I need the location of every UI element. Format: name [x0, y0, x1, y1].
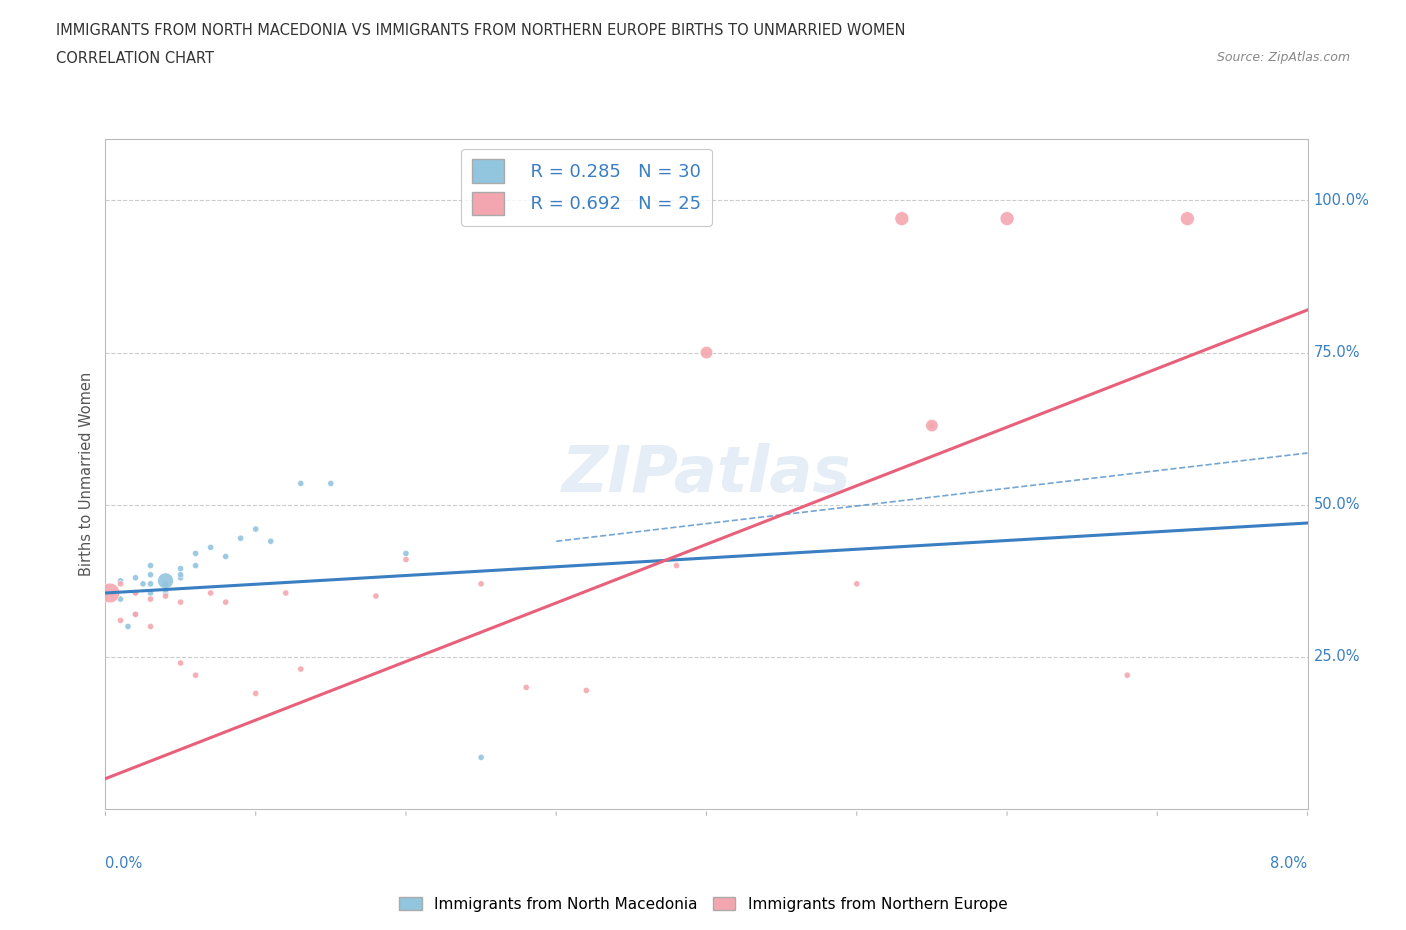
Point	[110, 591, 132, 606]
Y-axis label: Births to Unmarried Women: Births to Unmarried Women	[79, 372, 94, 577]
Point	[575, 683, 598, 698]
Point	[290, 476, 312, 491]
Point	[200, 540, 222, 555]
Point	[290, 661, 312, 676]
Point	[1175, 211, 1198, 226]
Point	[110, 577, 132, 591]
Point	[155, 589, 177, 604]
Point	[214, 594, 236, 609]
Point	[155, 577, 177, 591]
Point	[139, 591, 162, 606]
Text: 100.0%: 100.0%	[1313, 193, 1369, 208]
Text: 75.0%: 75.0%	[1313, 345, 1360, 360]
Point	[155, 574, 177, 589]
Text: Source: ZipAtlas.com: Source: ZipAtlas.com	[1216, 51, 1350, 64]
Point	[98, 586, 121, 601]
Point	[364, 589, 387, 604]
Point	[124, 586, 146, 601]
Point	[139, 567, 162, 582]
Point	[124, 570, 146, 585]
Point	[155, 582, 177, 597]
Point	[110, 613, 132, 628]
Point	[229, 531, 252, 546]
Point	[921, 418, 943, 433]
Point	[921, 418, 943, 433]
Point	[995, 211, 1018, 226]
Point	[124, 586, 146, 601]
Point	[139, 586, 162, 601]
Point	[319, 476, 342, 491]
Point	[169, 656, 191, 671]
Text: ZIPatlas: ZIPatlas	[562, 444, 851, 505]
Point	[110, 574, 132, 589]
Point	[169, 570, 191, 585]
Text: IMMIGRANTS FROM NORTH MACEDONIA VS IMMIGRANTS FROM NORTHERN EUROPE BIRTHS TO UNM: IMMIGRANTS FROM NORTH MACEDONIA VS IMMIG…	[56, 23, 905, 38]
Point	[890, 211, 912, 226]
Point	[184, 558, 207, 573]
Point	[470, 750, 492, 764]
Point	[139, 577, 162, 591]
Text: 50.0%: 50.0%	[1313, 498, 1360, 512]
Point	[124, 607, 146, 622]
Point	[274, 586, 297, 601]
Point	[470, 577, 492, 591]
Point	[155, 586, 177, 601]
Point	[101, 586, 124, 601]
Point	[139, 558, 162, 573]
Point	[214, 549, 236, 564]
Point	[169, 561, 191, 576]
Point	[245, 686, 267, 701]
Point	[200, 586, 222, 601]
Point	[515, 680, 537, 695]
Point	[845, 577, 868, 591]
Point	[184, 668, 207, 683]
Point	[169, 567, 191, 582]
Text: 0.0%: 0.0%	[105, 856, 142, 871]
Point	[117, 619, 139, 634]
Text: CORRELATION CHART: CORRELATION CHART	[56, 51, 214, 66]
Legend:   R = 0.285   N = 30,   R = 0.692   N = 25: R = 0.285 N = 30, R = 0.692 N = 25	[461, 149, 711, 226]
Point	[132, 577, 155, 591]
Point	[139, 619, 162, 634]
Point	[395, 552, 418, 567]
Point	[1116, 668, 1139, 683]
Point	[245, 522, 267, 537]
Point	[696, 345, 718, 360]
Point	[124, 607, 146, 622]
Text: 8.0%: 8.0%	[1271, 856, 1308, 871]
Text: 25.0%: 25.0%	[1313, 649, 1360, 664]
Point	[665, 558, 688, 573]
Legend: Immigrants from North Macedonia, Immigrants from Northern Europe: Immigrants from North Macedonia, Immigra…	[392, 890, 1014, 918]
Point	[184, 546, 207, 561]
Point	[260, 534, 283, 549]
Point	[169, 594, 191, 609]
Point	[395, 546, 418, 561]
